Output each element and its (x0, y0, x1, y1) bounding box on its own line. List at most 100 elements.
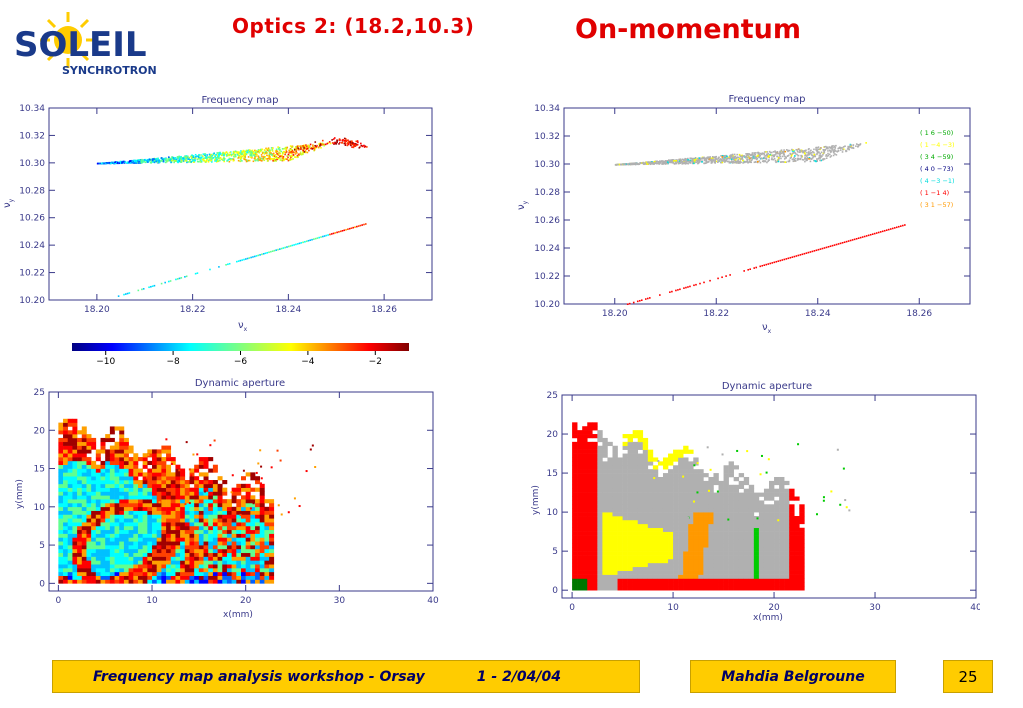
heatmap-cell (142, 529, 148, 534)
heatmap-cell (63, 437, 69, 443)
heatmap-cell (242, 469, 245, 472)
x-tick-label: 18.26 (371, 305, 397, 315)
data-point (747, 156, 750, 159)
heatmap-cell (236, 537, 242, 542)
data-point (639, 162, 641, 164)
heatmap-cell (632, 496, 639, 501)
data-point (675, 159, 677, 162)
data-point (767, 160, 769, 163)
data-point (312, 144, 314, 146)
heatmap-cell (622, 500, 628, 505)
heatmap-cell (198, 518, 204, 523)
heatmap-cell (577, 449, 583, 454)
data-point (825, 146, 828, 149)
heatmap-cell (226, 552, 232, 557)
heatmap-cell (241, 514, 246, 519)
heatmap-cell (582, 512, 588, 517)
heatmap-cell (105, 468, 111, 473)
heatmap-cell (198, 502, 204, 508)
heatmap-cell (612, 480, 618, 486)
data-point (215, 158, 218, 160)
data-point (191, 154, 193, 157)
data-point (300, 242, 303, 244)
data-point (270, 147, 273, 149)
heatmap-cell (245, 510, 251, 515)
heatmap-cell (602, 519, 608, 525)
data-point (759, 161, 762, 164)
heatmap-cell (133, 457, 139, 462)
data-point (153, 160, 155, 163)
data-point (673, 160, 675, 162)
data-point (855, 237, 858, 240)
heatmap-cell (123, 525, 129, 531)
heatmap-cell (245, 525, 251, 531)
heatmap-cell (642, 512, 649, 517)
heatmap-cell (194, 545, 200, 550)
heatmap-cell (114, 468, 120, 473)
x-tick-label: 18.24 (275, 305, 301, 315)
data-point (300, 145, 303, 148)
heatmap-cell (161, 510, 167, 515)
data-point (805, 154, 807, 156)
data-point (689, 285, 691, 288)
data-point (635, 162, 638, 165)
heatmap-cell (597, 555, 603, 560)
heatmap-cell (582, 531, 588, 536)
heatmap-cell (147, 564, 153, 569)
heatmap-cell (673, 570, 679, 575)
heatmap-cell (170, 480, 176, 485)
heatmap-cell (95, 552, 101, 557)
heatmap-cell (582, 437, 588, 443)
data-point (131, 160, 134, 163)
data-point (202, 157, 205, 160)
data-point (747, 154, 749, 157)
data-point (319, 143, 322, 146)
heatmap-cell (95, 495, 101, 500)
data-point (184, 276, 186, 278)
heatmap-cell (582, 480, 588, 486)
heatmap-cell (602, 512, 608, 517)
heatmap-cell (642, 437, 649, 443)
heatmap-cell (95, 476, 101, 481)
heatmap-cell (668, 473, 674, 478)
heatmap-cell (226, 545, 232, 550)
data-point (853, 238, 856, 241)
data-point (826, 155, 829, 157)
heatmap-cell (637, 531, 644, 536)
heatmap-cell (180, 548, 186, 554)
heatmap-cell (264, 571, 270, 576)
data-point (745, 155, 747, 157)
heatmap-cell (231, 556, 237, 561)
heatmap-cell (203, 552, 209, 557)
heatmap-cell (166, 483, 172, 488)
heatmap-cell (602, 531, 608, 536)
data-point (176, 278, 179, 280)
heatmap-cell (198, 460, 204, 466)
heatmap-cell (165, 438, 168, 441)
heatmap-cell (161, 541, 167, 546)
heatmap-cell (582, 449, 588, 454)
data-point (785, 161, 787, 163)
heatmap-cell (137, 541, 143, 546)
heatmap-cell (617, 566, 623, 571)
data-point (245, 160, 248, 163)
data-point (222, 157, 225, 160)
data-point (683, 287, 685, 289)
heatmap-cell (264, 510, 270, 515)
data-point (813, 250, 816, 252)
data-point (233, 151, 236, 154)
heatmap-cell (662, 465, 669, 470)
heatmap-cell (119, 441, 125, 446)
heatmap-cell (582, 496, 588, 501)
data-point (823, 158, 826, 160)
heatmap-cell (217, 579, 223, 584)
heatmap-cell (250, 564, 256, 569)
heatmap-cell (255, 480, 261, 485)
heatmap-cell (114, 480, 120, 485)
heatmap-cell (245, 483, 251, 488)
data-point (234, 153, 237, 156)
data-point (652, 162, 655, 164)
heatmap-cell (67, 422, 73, 427)
heatmap-cell (109, 571, 115, 576)
